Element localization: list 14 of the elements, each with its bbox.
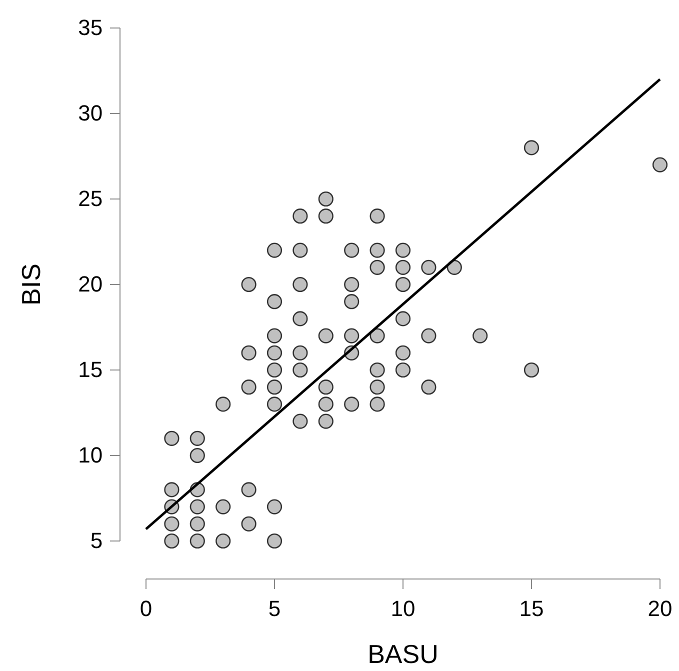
y-axis-title: BIS [16, 264, 46, 306]
y-tick-label: 15 [78, 357, 103, 382]
y-tick-label: 30 [78, 100, 103, 126]
x-tick-label: 10 [390, 596, 416, 622]
x-tick-label: 15 [519, 596, 544, 622]
y-tick-label: 20 [78, 272, 103, 297]
x-tick-label: 5 [268, 596, 281, 622]
x-tick-label: 0 [140, 596, 152, 622]
x-tick-label: 20 [648, 596, 672, 622]
y-tick-label: 10 [78, 442, 103, 468]
y-tick-label: 35 [78, 15, 103, 40]
y-tick-label: 5 [90, 528, 103, 554]
x-axis-title: BASU [368, 639, 438, 669]
y-tick-label: 25 [78, 186, 103, 212]
